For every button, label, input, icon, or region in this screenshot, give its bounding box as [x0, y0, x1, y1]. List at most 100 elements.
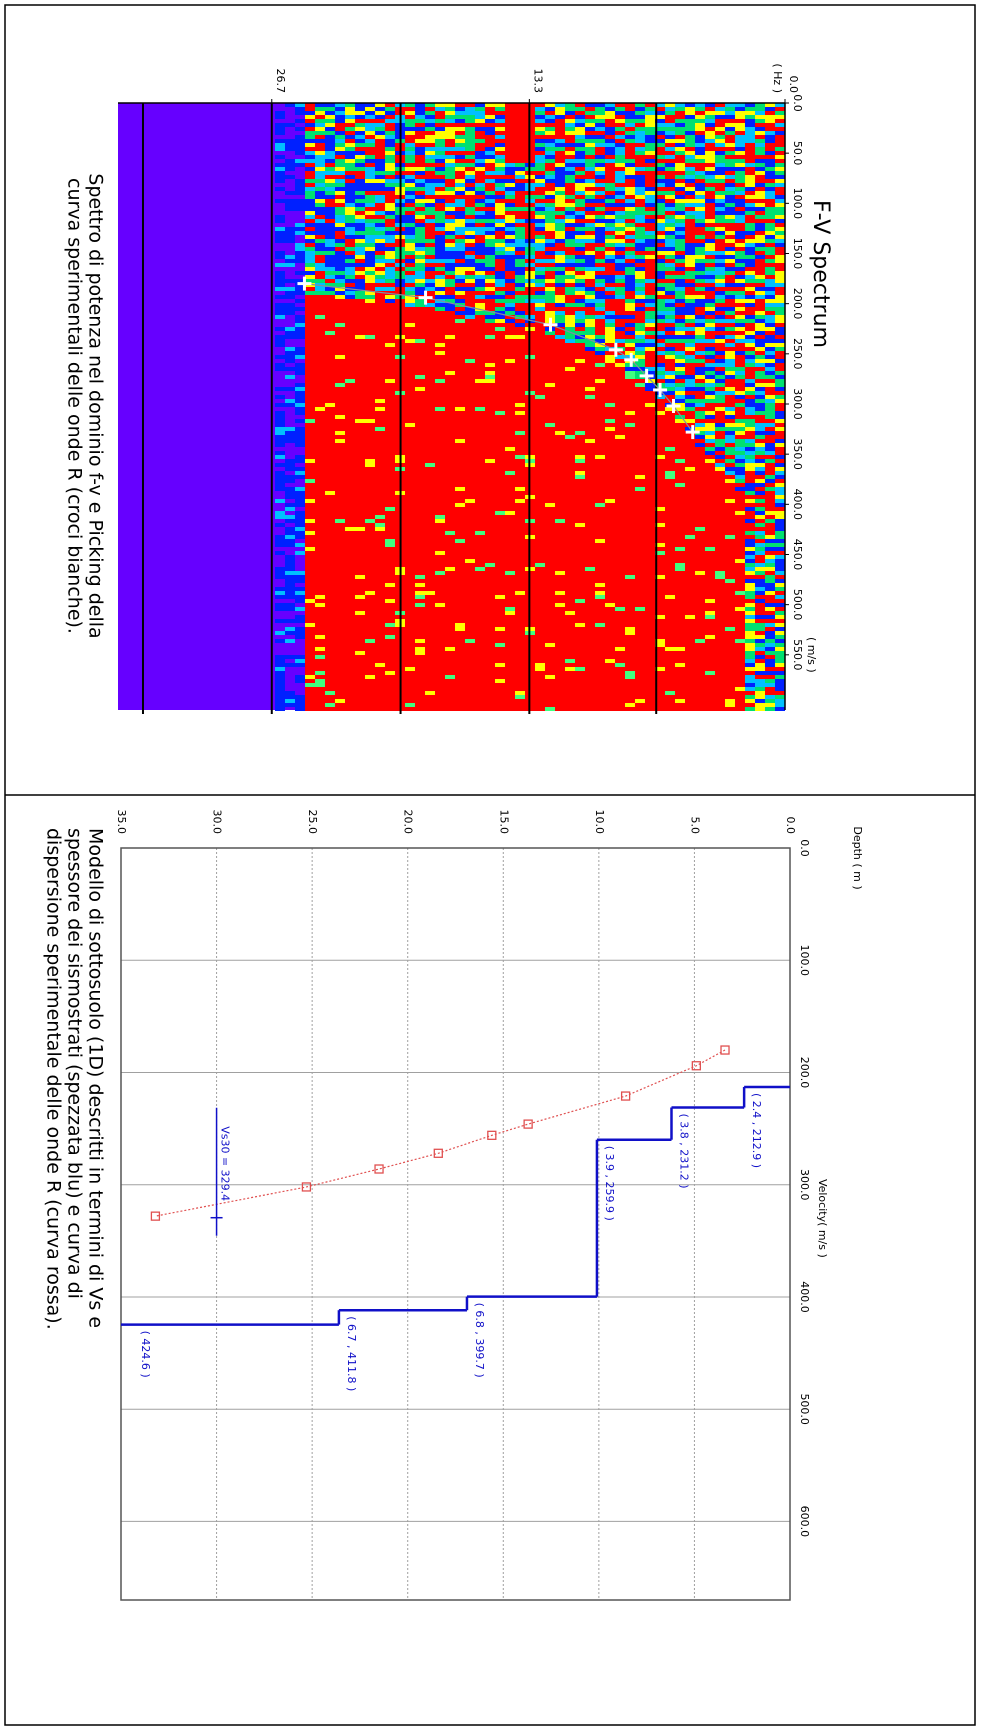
- heatmap-cell: [485, 151, 495, 155]
- heatmap-cell: [755, 243, 765, 247]
- heatmap-cell: [275, 607, 295, 611]
- heatmap-cell: [745, 179, 755, 183]
- heatmap-cell: [275, 499, 285, 503]
- heatmap-cell: [635, 207, 645, 211]
- heatmap-cell: [275, 235, 295, 239]
- heatmap-cell: [765, 239, 775, 243]
- heatmap-cell: [425, 263, 445, 267]
- heatmap-cell: [455, 627, 465, 631]
- caption-line: Modello di sottosuolo (1D) descritti in …: [85, 828, 107, 1328]
- heatmap-cell: [295, 407, 305, 411]
- heatmap-cell: [615, 215, 635, 219]
- heatmap-cell: [655, 507, 665, 511]
- heatmap-cell: [515, 227, 525, 231]
- heatmap-cell: [275, 147, 285, 151]
- heatmap-cell: [595, 227, 605, 231]
- heatmap-cell: [745, 683, 755, 687]
- heatmap-cell: [475, 255, 485, 259]
- heatmap-cell: [775, 119, 785, 123]
- heatmap-cell: [305, 559, 465, 563]
- heatmap-cell: [745, 343, 755, 347]
- heatmap-cell: [345, 135, 355, 139]
- heatmap-cell: [295, 243, 305, 247]
- heatmap-cell: [325, 331, 335, 335]
- heatmap-cell: [625, 135, 635, 139]
- heatmap-cell: [745, 667, 765, 671]
- heatmap-cell: [615, 427, 685, 431]
- heatmap-cell: [305, 627, 455, 631]
- heatmap-cell: [705, 443, 715, 447]
- heatmap-cell: [775, 515, 785, 519]
- heatmap-cell: [705, 211, 715, 215]
- heatmap-cell: [755, 435, 765, 439]
- heatmap-cell: [685, 183, 695, 187]
- heatmap-cell: [375, 199, 385, 203]
- heatmap-cell: [355, 203, 365, 207]
- heatmap-cell: [385, 163, 395, 167]
- heatmap-cell: [555, 235, 565, 239]
- heatmap-cell: [415, 291, 425, 295]
- heatmap-cell: [645, 363, 655, 367]
- heatmap-cell: [455, 179, 465, 183]
- heatmap-cell: [605, 403, 615, 407]
- heatmap-cell: [495, 159, 505, 163]
- heatmap-cell: [435, 127, 445, 131]
- heatmap-cell: [515, 431, 525, 435]
- heatmap-cell: [285, 143, 305, 147]
- heatmap-cell: [505, 319, 515, 323]
- heatmap-cell: [565, 279, 575, 283]
- heatmap-cell: [765, 691, 785, 695]
- heatmap-cell: [385, 623, 395, 627]
- heatmap-cell: [665, 183, 675, 187]
- pick-cross: [543, 317, 558, 332]
- heatmap-cell: [475, 279, 485, 283]
- heatmap-cell: [535, 275, 545, 279]
- heatmap-cell: [775, 395, 785, 399]
- heatmap-cell: [365, 279, 375, 283]
- heatmap-cell: [705, 271, 725, 275]
- heatmap-cell: [495, 203, 505, 207]
- heatmap-cell: [685, 131, 695, 135]
- heatmap-cell: [675, 359, 685, 363]
- heatmap-cell: [475, 303, 485, 307]
- heatmap-cell: [365, 115, 375, 119]
- heatmap-cell: [365, 131, 375, 135]
- heatmap-cell: [625, 247, 635, 251]
- heatmap-cell: [695, 287, 705, 291]
- heatmap-cell: [495, 275, 505, 279]
- heatmap-cell: [745, 295, 755, 299]
- heatmap-cell: [475, 155, 495, 159]
- heatmap-cell: [745, 547, 755, 551]
- heatmap-cell: [575, 219, 595, 223]
- heatmap-cell: [705, 411, 715, 415]
- heatmap-cell: [725, 195, 735, 199]
- heatmap-cell: [545, 219, 555, 223]
- dispersion-point: [720, 1045, 730, 1055]
- heatmap-cell: [415, 219, 425, 223]
- heatmap-cell: [705, 131, 715, 135]
- heatmap-cell: [585, 439, 595, 443]
- heatmap-cell: [605, 623, 745, 627]
- heatmap-cell: [285, 555, 295, 559]
- heatmap-cell: [385, 131, 395, 135]
- heatmap-cell: [705, 147, 735, 151]
- heatmap-cell: [725, 443, 735, 447]
- heatmap-cell: [745, 383, 755, 387]
- heatmap-cell: [375, 271, 385, 275]
- heatmap-cell: [605, 207, 625, 211]
- heatmap-cell: [765, 403, 775, 407]
- heatmap-cell: [455, 107, 465, 111]
- heatmap-cell: [465, 487, 515, 491]
- heatmap-cell: [305, 295, 335, 299]
- heatmap-cell: [295, 319, 305, 323]
- heatmap-cell: [695, 259, 715, 263]
- heatmap-cell: [715, 167, 745, 171]
- heatmap-cell: [675, 239, 685, 243]
- heatmap-cell: [275, 539, 295, 543]
- heatmap-cell: [445, 231, 455, 235]
- heatmap-cell: [415, 703, 625, 707]
- heatmap-cell: [775, 107, 785, 111]
- heatmap-cell: [425, 167, 435, 171]
- heatmap-cell: [595, 215, 605, 219]
- heatmap-cell: [495, 563, 535, 567]
